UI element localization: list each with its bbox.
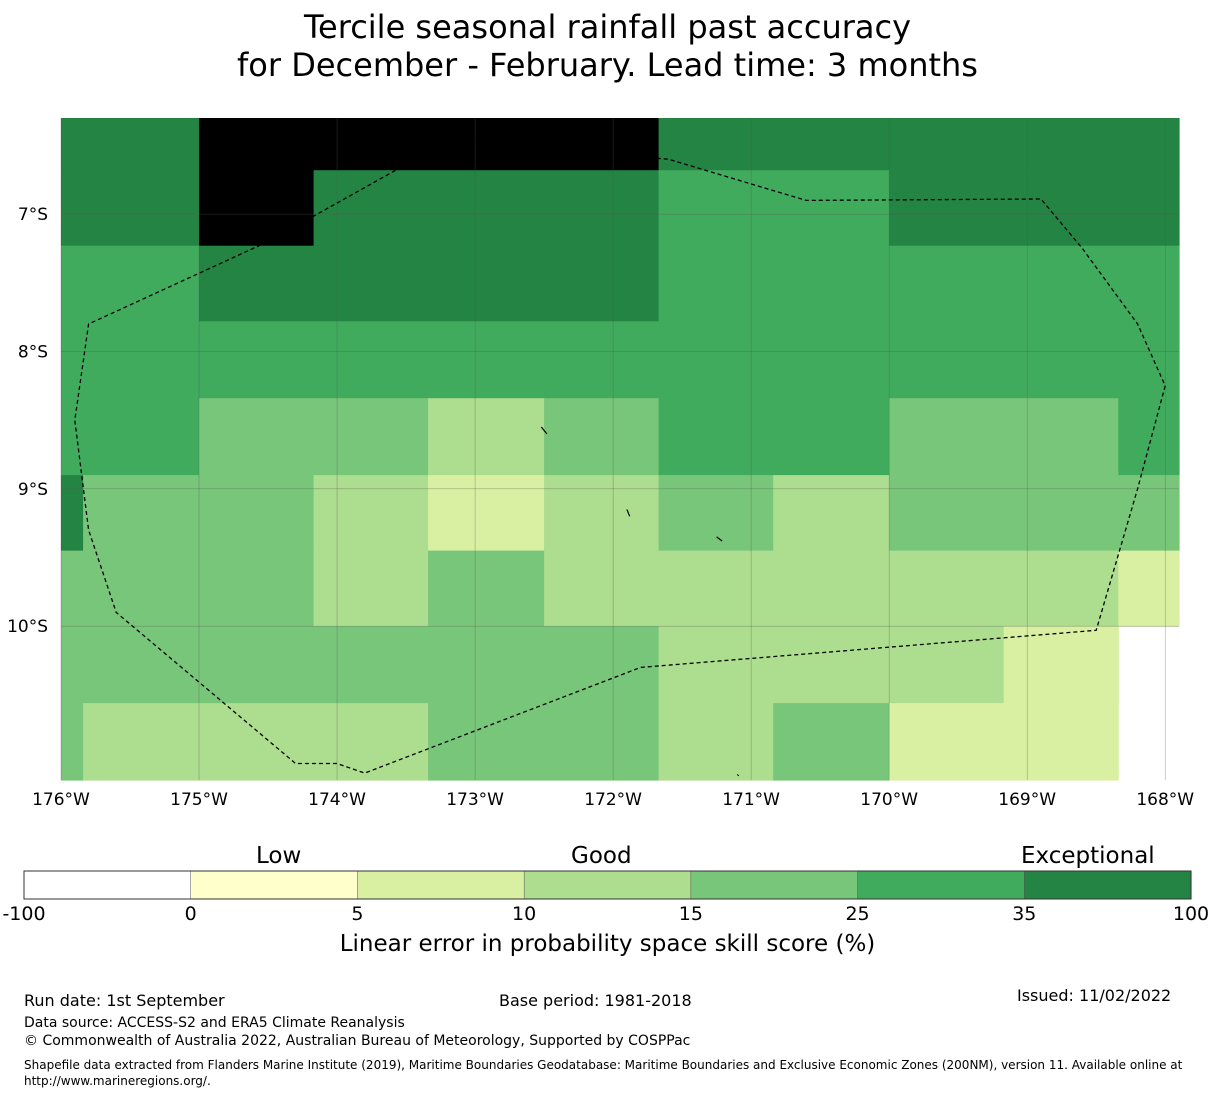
graticule bbox=[60, 118, 1179, 780]
colorbar-bin bbox=[857, 870, 1025, 900]
run-date-text: Run date: 1st September bbox=[24, 991, 225, 1010]
skill-cell bbox=[61, 170, 200, 247]
category-label-exceptional: Exceptional bbox=[1021, 843, 1155, 869]
skill-cell bbox=[889, 703, 1119, 781]
colorbar-bin bbox=[690, 870, 859, 900]
skill-cell bbox=[61, 550, 315, 627]
longitude-tick-label: 168°W bbox=[1136, 790, 1194, 810]
island-outline bbox=[716, 536, 723, 542]
colorbar-outline bbox=[23, 870, 1192, 900]
colorbar-tick-label: 5 bbox=[351, 903, 363, 925]
skill-cell bbox=[83, 703, 429, 781]
colorbar-bin bbox=[190, 870, 358, 900]
skill-cell bbox=[544, 475, 660, 552]
colorbar-axis-label: Linear error in probability space skill … bbox=[339, 931, 876, 957]
colorbar: -100 0 5 10 15 25 35 100 bbox=[2, 870, 1209, 925]
skill-cell bbox=[428, 550, 545, 627]
category-label-low: Low bbox=[256, 843, 302, 869]
longitude-tick-label: 172°W bbox=[584, 790, 642, 810]
skill-cell bbox=[889, 398, 1119, 476]
skill-cell bbox=[658, 398, 890, 476]
colorbar-bin bbox=[523, 870, 692, 900]
colorbar-bin bbox=[1024, 870, 1192, 900]
skill-cell bbox=[199, 245, 660, 322]
skill-cell bbox=[544, 398, 660, 476]
longitude-tick-label: 174°W bbox=[308, 790, 366, 810]
skill-cell bbox=[1118, 550, 1180, 627]
island-coastlines bbox=[540, 426, 740, 777]
skill-cell bbox=[773, 703, 890, 781]
colorbar-tick-label: 25 bbox=[845, 903, 869, 925]
skill-cell bbox=[773, 475, 890, 552]
skill-cell bbox=[658, 170, 890, 247]
colorbar-bins bbox=[23, 870, 1192, 900]
longitude-tick-label: 169°W bbox=[998, 790, 1056, 810]
latitude-tick-label: 9°S bbox=[18, 480, 48, 500]
longitude-tick-label: 176°W bbox=[32, 790, 90, 810]
skill-cell bbox=[199, 170, 315, 247]
skill-cell bbox=[889, 475, 1180, 552]
skill-cell bbox=[313, 475, 429, 552]
island-outline bbox=[736, 774, 740, 777]
latitude-tick-label: 10°S bbox=[7, 617, 48, 637]
skill-cell bbox=[658, 475, 774, 552]
skill-cell bbox=[658, 245, 1180, 322]
colorbar-bin bbox=[357, 870, 525, 900]
skill-cell bbox=[428, 703, 660, 781]
skill-cell bbox=[61, 245, 200, 322]
map-title-line-1: Tercile seasonal rainfall past accuracy bbox=[303, 8, 912, 46]
skill-cell bbox=[61, 626, 660, 704]
skill-cell bbox=[658, 118, 1180, 171]
skill-cell bbox=[83, 475, 315, 552]
base-period-text: Base period: 1981-2018 bbox=[499, 991, 692, 1010]
longitude-tick-label: 173°W bbox=[446, 790, 504, 810]
skill-cell bbox=[889, 170, 1180, 247]
latitude-tick-label: 7°S bbox=[18, 205, 48, 225]
island-outline bbox=[626, 509, 631, 517]
skill-cell bbox=[1118, 398, 1180, 476]
longitude-tick-label: 170°W bbox=[860, 790, 918, 810]
shapefile-note-text: Shapefile data extracted from Flanders M… bbox=[24, 1058, 1183, 1088]
latitude-tick-label: 8°S bbox=[18, 342, 48, 362]
data-source-text: Data source: ACCESS-S2 and ERA5 Climate … bbox=[24, 1015, 405, 1031]
colorbar-tick-labels: -100 0 5 10 15 25 35 100 bbox=[2, 903, 1209, 925]
longitude-labels: 176°W 175°W 174°W 173°W 172°W 171°W 170°W 169°W… bbox=[32, 790, 1194, 810]
map-title-line-2: for December - February. Lead time: 3 mo… bbox=[237, 46, 978, 84]
colorbar-tick-label: 10 bbox=[512, 903, 536, 925]
skill-cell bbox=[658, 703, 774, 781]
colorbar-tick-label: 35 bbox=[1012, 903, 1036, 925]
skill-cell bbox=[1003, 626, 1119, 704]
skill-cell bbox=[658, 626, 1005, 704]
longitude-tick-label: 175°W bbox=[170, 790, 228, 810]
skill-cell bbox=[428, 475, 545, 552]
colorbar-tick-label: -100 bbox=[2, 903, 45, 925]
copyright-text: © Commonwealth of Australia 2022, Austra… bbox=[24, 1033, 691, 1049]
colorbar-tick-label: 0 bbox=[185, 903, 197, 925]
colorbar-tick-label: 100 bbox=[1173, 903, 1209, 925]
longitude-tick-label: 171°W bbox=[722, 790, 780, 810]
latitude-labels: 7°S 8°S 9°S 10°S bbox=[7, 205, 48, 637]
skill-cell bbox=[61, 703, 84, 781]
skill-cell bbox=[313, 550, 429, 627]
island-outline bbox=[540, 426, 548, 435]
skill-cell bbox=[61, 398, 200, 476]
colorbar-tick-label: 15 bbox=[679, 903, 703, 925]
issued-date-text: Issued: 11/02/2022 bbox=[1017, 986, 1172, 1005]
skill-cell bbox=[61, 321, 1180, 399]
skill-cell bbox=[61, 118, 200, 171]
colorbar-bin bbox=[23, 870, 192, 900]
skill-cell bbox=[428, 398, 545, 476]
category-label-good: Good bbox=[571, 843, 632, 869]
skill-cell bbox=[199, 118, 660, 171]
skill-cell bbox=[544, 550, 1119, 627]
skill-cell bbox=[199, 398, 429, 476]
skill-score-map: 7°S8°S9°S10°S 176°W 175°W 174°W 173°W 172°W 1… bbox=[7, 118, 1194, 810]
skill-cell bbox=[61, 475, 84, 552]
skill-cell bbox=[313, 170, 660, 247]
skill-cells bbox=[61, 118, 1180, 781]
